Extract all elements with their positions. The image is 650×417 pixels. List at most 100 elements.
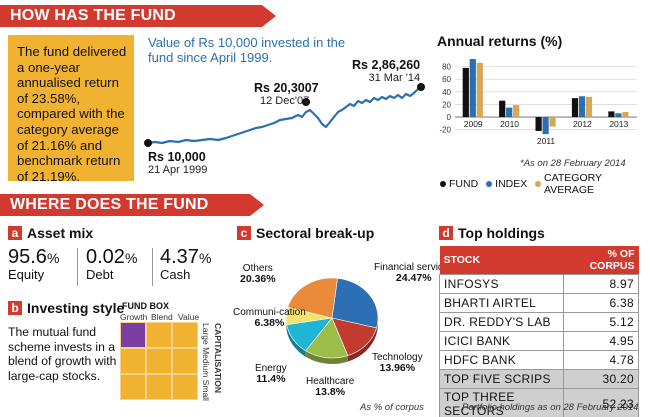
callout-end-value: Rs 2,86,260 — [352, 58, 421, 72]
table-row: HDFC BANK 4.78 — [439, 350, 639, 370]
annual-returns-legend: FUND INDEX CATEGORY AVERAGE — [440, 172, 650, 196]
bar-fund-2010 — [499, 100, 506, 118]
fundbox-row-labels: Large Medium Small — [201, 323, 211, 401]
bar-category-average-2013 — [622, 112, 629, 118]
x-tick-label: 2010 — [500, 119, 519, 129]
callout-end-date: 31 Mar '14 — [368, 72, 421, 84]
asset-mix-heading: a Asset mix — [8, 225, 93, 241]
holdings-header-row: STOCK % OF CORPUS — [439, 246, 639, 275]
investing-style-text: The mutual fund scheme invests in a blen… — [8, 325, 117, 383]
fundbox-cell — [120, 348, 146, 374]
callout-start: Rs 10,000 21 Apr 1999 — [148, 151, 207, 176]
bar-fund-2012 — [571, 98, 579, 118]
x-tick-label: 2009 — [464, 119, 483, 129]
asset-equity: 95.6% Equity — [8, 246, 60, 282]
fundbox-axis-label: CAPITALISATION — [213, 323, 223, 394]
callout-start-value: Rs 10,000 — [148, 150, 206, 164]
table-row: ICICI BANK 4.95 — [439, 331, 639, 351]
investment-growth-line-chart — [144, 83, 425, 147]
summary-row: TOP FIVE SCRIPS 30.20 — [439, 369, 639, 389]
table-row: BHARTI AIRTEL 6.38 — [439, 293, 639, 313]
sector-title: Sectoral break-up — [256, 225, 375, 241]
fundbox-cell — [172, 374, 198, 400]
bar-index-2010 — [506, 107, 513, 118]
fundbox-cell — [146, 374, 172, 400]
legend-fund-dot — [440, 181, 446, 187]
y-tick-label: 40 — [442, 88, 451, 97]
table-row: DR. REDDY'S LAB 5.12 — [439, 312, 639, 332]
pie-side — [347, 327, 377, 362]
legend-index: INDEX — [486, 172, 527, 196]
pie-label-financial: Financial services 24.47% — [374, 262, 454, 284]
holdings-table: STOCK % OF CORPUS INFOSYS 8.97 BHARTI AIR… — [439, 246, 639, 417]
fundbox-cell — [172, 348, 198, 374]
point-end — [417, 83, 425, 91]
growth-line — [147, 86, 421, 145]
holdings-heading: d Top holdings — [439, 225, 545, 241]
bar-index-2009 — [469, 59, 476, 118]
sector-pie-chart — [285, 277, 379, 364]
x-tick-label: 2013 — [609, 119, 628, 129]
bar-index-2013 — [615, 113, 622, 118]
holdings-note: Portfolio holdings as on 28 February 201… — [462, 402, 639, 413]
y-tick-label: 20 — [442, 100, 451, 109]
asset-separator-2 — [152, 248, 153, 286]
sector-letter: c — [237, 226, 251, 240]
pie-slice-others — [287, 277, 338, 319]
investing-style-heading: b Investing style — [8, 300, 124, 316]
y-tick-label: 80 — [442, 63, 451, 72]
bar-category-average-2012 — [585, 96, 593, 118]
pie-label-technology: Technology 13.96% — [372, 352, 423, 374]
bar-fund-2013 — [608, 111, 615, 118]
callout-2007-date: 12 Dec'07 — [260, 95, 310, 107]
y-tick-label: 60 — [442, 75, 451, 84]
investing-style-letter: b — [8, 301, 22, 315]
fundbox-col-growth: Growth — [120, 312, 148, 322]
bar-category-average-2009 — [476, 62, 483, 118]
summary-row: TOP THREE SECTORS 52.23 — [439, 388, 639, 417]
fundbox-cell — [146, 348, 172, 374]
point-peak-2007 — [302, 98, 310, 106]
x-tick-label: 2011 — [537, 136, 556, 146]
line-chart-title: Value of Rs 10,000 invested in the fund … — [148, 35, 346, 65]
holdings-col-pct: % OF CORPUS — [563, 246, 639, 275]
pie-side — [305, 350, 348, 364]
fundbox-cell-large-growth — [120, 322, 146, 348]
bar-index-2012 — [578, 96, 586, 118]
fundbox-cell — [172, 322, 198, 348]
sector-note: As % of corpus — [360, 402, 424, 413]
pie-slice-financial-services — [331, 277, 379, 329]
callout-start-date: 21 Apr 1999 — [148, 164, 208, 176]
fundbox-cell — [120, 374, 146, 400]
fundbox-title: FUND BOX — [122, 301, 169, 311]
x-tick-label: 2012 — [573, 119, 592, 129]
asset-separator-1 — [77, 248, 78, 286]
fundbox-cell — [146, 322, 172, 348]
point-start — [144, 139, 152, 147]
y-tick-label: -20 — [439, 126, 451, 135]
callout-end: Rs 2,86,260 31 Mar '14 — [352, 59, 420, 84]
legend-fund: FUND — [440, 172, 478, 196]
callout-2007: Rs 20,3007 12 Dec'07 — [254, 82, 319, 107]
annual-returns-note: *As on 28 February 2014 — [520, 158, 626, 169]
holdings-letter: d — [439, 226, 453, 240]
legend-category: CATEGORY AVERAGE — [535, 172, 650, 196]
bar-fund-2009 — [462, 67, 469, 118]
pie-side — [286, 324, 306, 357]
bar-fund-2011 — [535, 117, 542, 131]
asset-debt: 0.02% Debt — [86, 246, 138, 282]
bar-category-average-2010 — [513, 105, 520, 118]
holdings-title: Top holdings — [458, 225, 545, 241]
performance-summary: The fund delivered a one-year annualised… — [8, 35, 134, 184]
pie-label-energy: Energy 11.4% — [255, 363, 287, 385]
pie-label-communication: Communi-cation 6.38% — [233, 307, 306, 329]
legend-category-dot — [535, 181, 542, 187]
bar-index-2011 — [542, 117, 549, 135]
pie-label-healthcare: Healthcare 13.8% — [306, 376, 355, 398]
asset-cash: 4.37% Cash — [160, 246, 212, 282]
annual-returns-title: Annual returns (%) — [437, 33, 563, 49]
invest-banner: WHERE DOES THE FUND INVEST? — [0, 194, 264, 235]
legend-index-dot — [486, 181, 493, 187]
fundbox-col-blend: Blend — [151, 312, 173, 322]
fundbox-grid — [120, 322, 198, 400]
